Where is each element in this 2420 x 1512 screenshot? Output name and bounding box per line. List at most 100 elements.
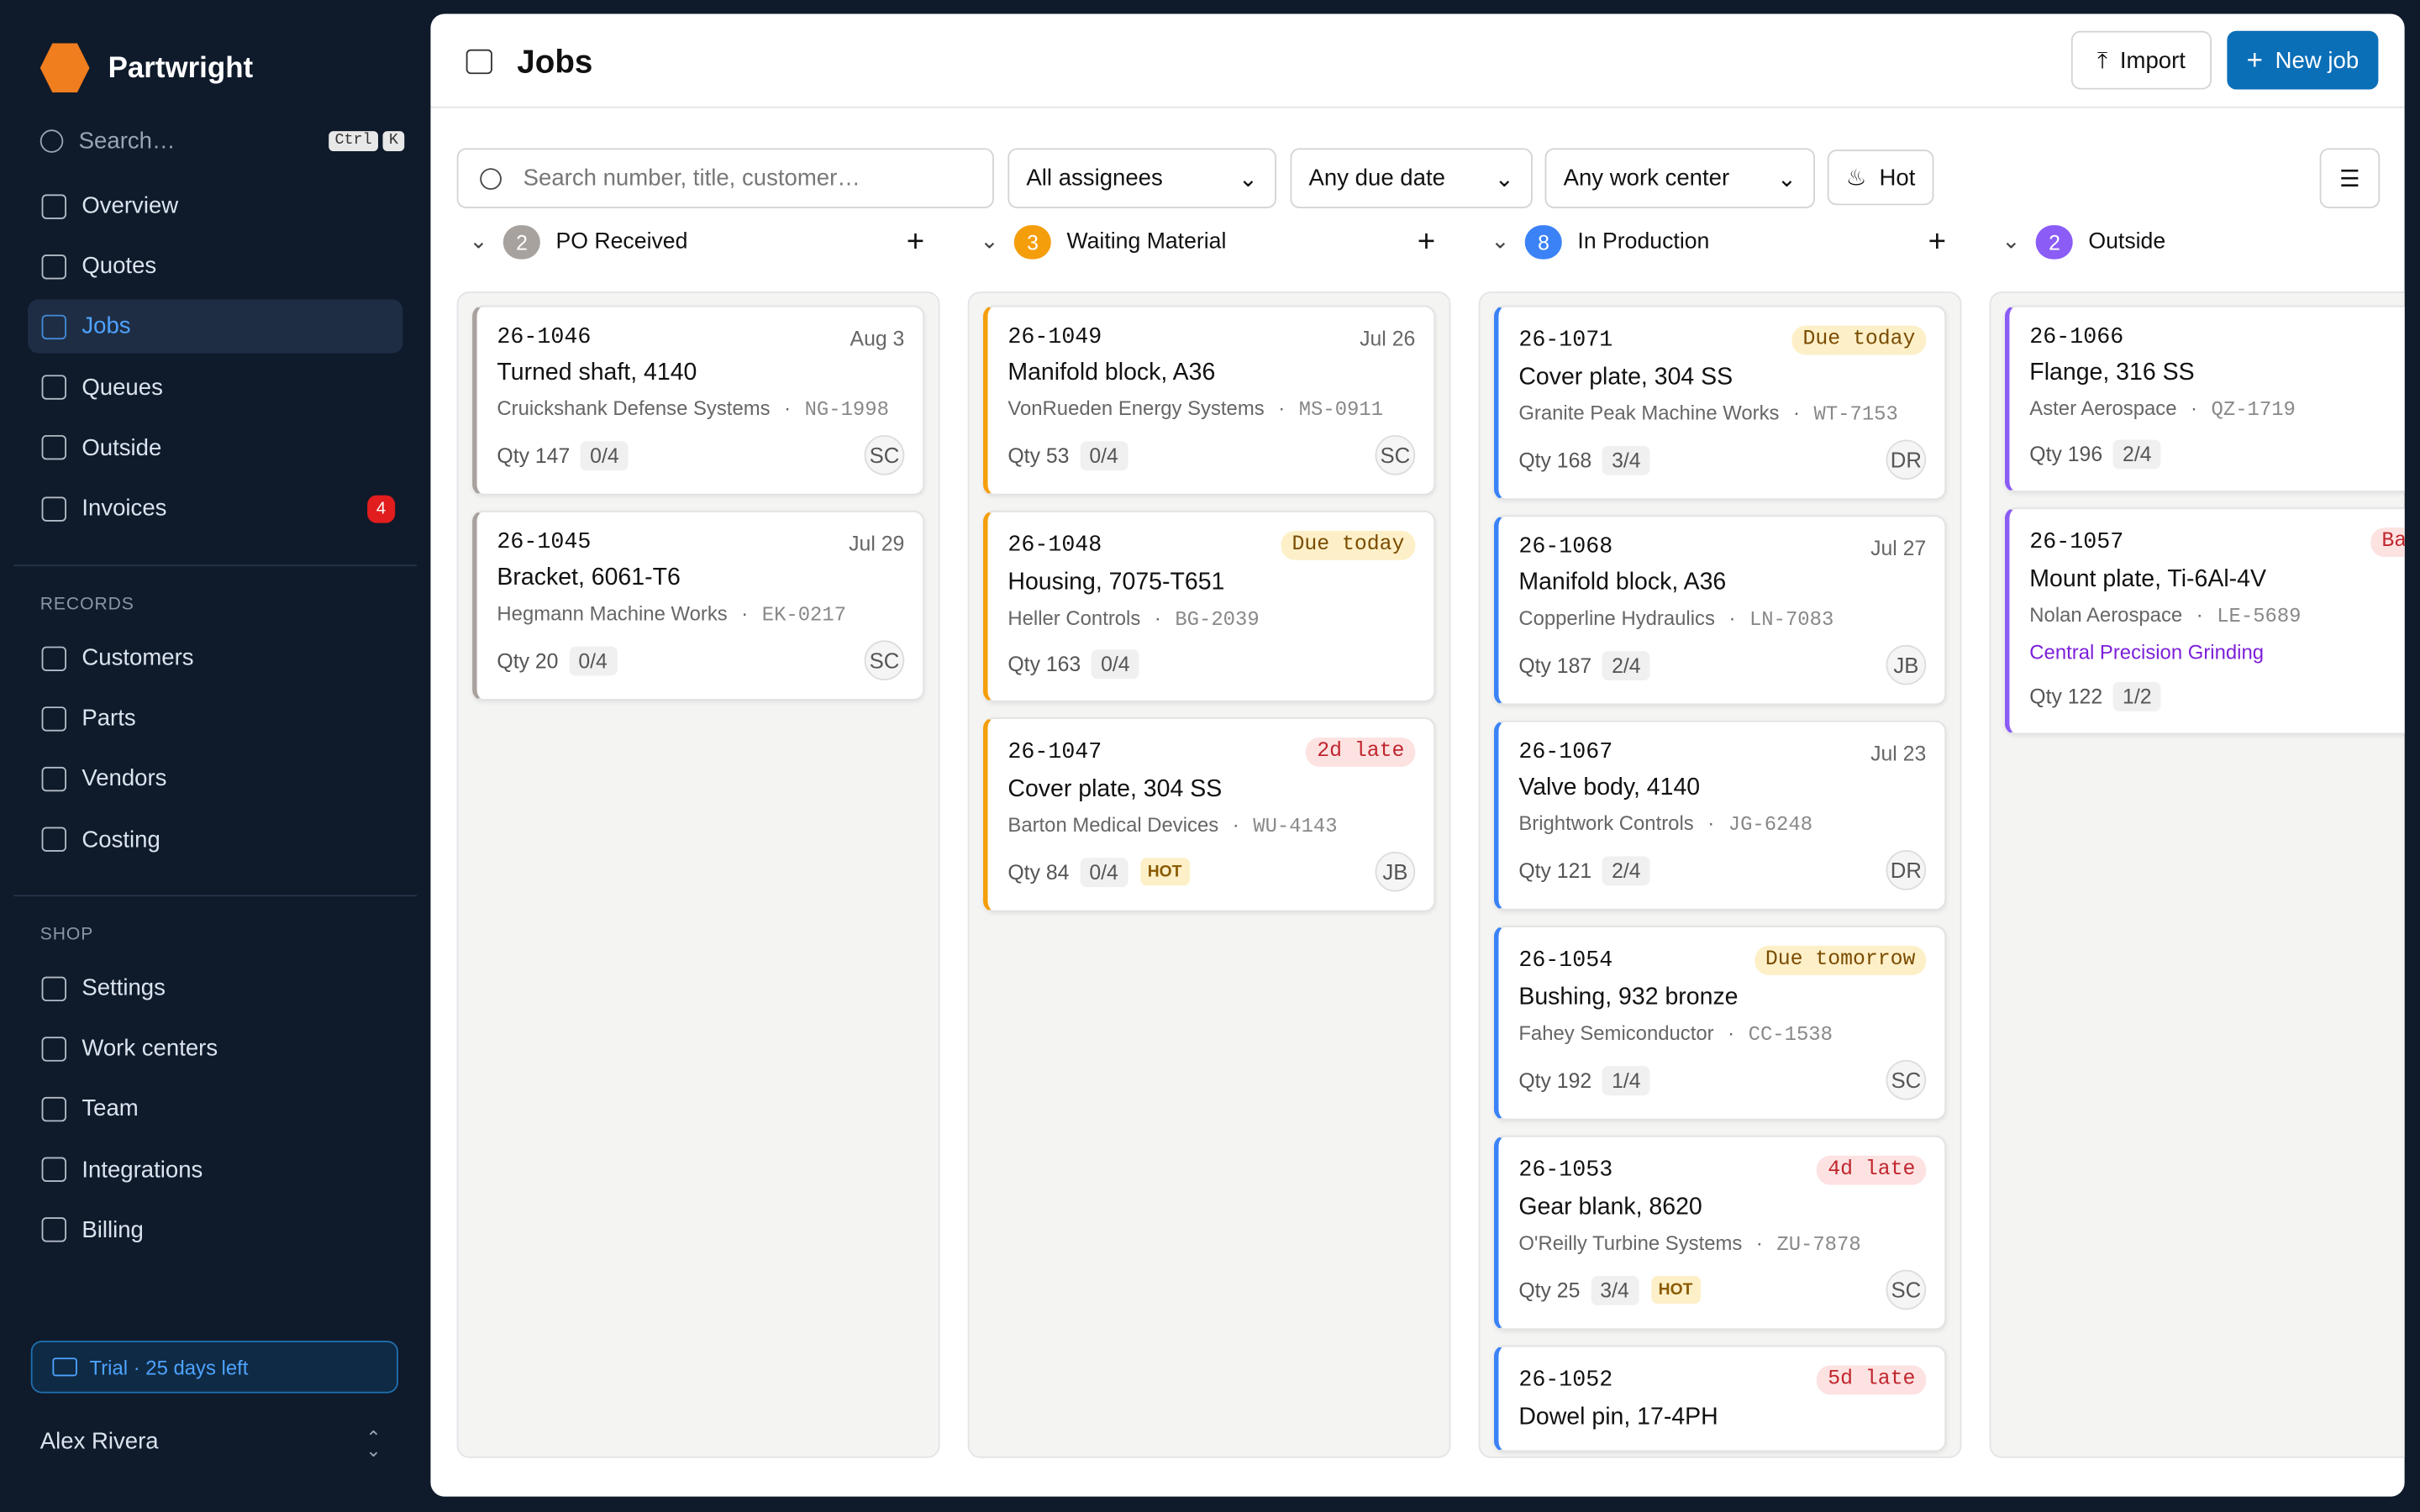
part-number: ZU-7878 [1776, 1232, 1861, 1257]
progress: 0/4 [569, 645, 617, 675]
card-stats: Qty 84 0/4 HOT [1007, 857, 1190, 887]
add-card[interactable]: + [1417, 224, 1436, 259]
job-card[interactable]: 26-1046 Aug 3 Turned shaft, 4140 Cruickshan… [472, 305, 925, 496]
card-bottom: Qty 121 2/4 DR [1518, 850, 1927, 890]
nav-item[interactable]: Billing [28, 1203, 402, 1257]
column: 26-1066 Flange, 316 SS Aster Aerospace · QZ-… [1989, 291, 2405, 1458]
card-stats: Qty 187 2/4 [1518, 650, 1650, 680]
due-badge: Due today [1791, 325, 1927, 355]
nav-item[interactable]: Parts [28, 691, 402, 745]
job-card[interactable]: 26-1049 Jul 26 Manifold block, A36 VonRuede… [983, 305, 1436, 496]
hot-filter[interactable]: ♨ Hot [1827, 150, 1934, 206]
card-bottom: Qty 196 2/4 [2029, 435, 2404, 472]
card-stats: Qty 192 1/4 [1518, 1065, 1650, 1095]
job-number: 26-1048 [1007, 533, 1102, 558]
job-card[interactable]: 26-1053 4d late Gear blank, 8620 O'Reilly T… [1493, 1135, 1947, 1331]
kbd: K [382, 130, 405, 151]
job-card[interactable]: 26-1045 Jul 29 Bracket, 6061-T6 Hegmann Mac… [472, 510, 925, 701]
nav-label: Overview [82, 192, 179, 219]
nav-icon [41, 435, 66, 460]
job-number: 26-1045 [497, 530, 592, 556]
job-title: Turned shaft, 4140 [497, 359, 697, 386]
nav-item[interactable]: Vendors [28, 752, 402, 806]
job-card[interactable]: 26-1066 Flange, 316 SS Aster Aerospace · QZ-… [2004, 305, 2405, 492]
due-filter[interactable]: Any due date ⌄ [1290, 148, 1533, 208]
section-title: SHOP [39, 926, 94, 945]
due-date: Jul 29 [849, 531, 905, 555]
assignee-filter[interactable]: All assignees ⌄ [1007, 148, 1276, 208]
import-label: Import [2119, 47, 2186, 74]
nav-item[interactable]: Costing [28, 812, 402, 866]
view-toggle[interactable]: ☰ [2319, 148, 2381, 208]
nav-label: Customers [82, 644, 194, 671]
nav-label: Costing [82, 826, 160, 853]
progress: 0/4 [581, 440, 629, 470]
job-card[interactable]: 26-1068 Jul 27 Manifold block, A36 Copperli… [1493, 515, 1947, 706]
collapse: ⌄ [2002, 229, 2021, 255]
page-title: Jobs [517, 45, 593, 81]
card-top: 26-1066 [2029, 326, 2404, 350]
column-count: 2 [503, 225, 541, 260]
job-card[interactable]: 26-1048 Due today Housing, 7075-T651 Heller… [983, 510, 1436, 702]
job-card[interactable]: 26-1054 Due tomorrow Bushing, 932 bronze Fa… [1493, 926, 1947, 1121]
job-title: Cover plate, 304 SS [1518, 364, 1733, 391]
nav-label: Quotes [82, 253, 157, 280]
new-job-label: New job [2275, 47, 2360, 74]
user-name[interactable]: Alex Rivera [39, 1428, 159, 1456]
import-button[interactable]: ⤒ Import [2070, 30, 2212, 90]
progress: 2/4 [2113, 438, 2161, 469]
job-card[interactable]: 26-1071 Due today Cover plate, 304 SS Grani… [1493, 305, 1947, 501]
main: Jobs ⤒ Import + New job Search number, tit… [430, 13, 2405, 1497]
customer: Heller Controls [1007, 606, 1141, 630]
section-title: RECORDS [39, 595, 134, 615]
sidebar-search[interactable]: Search… Ctrl K [39, 123, 405, 157]
nav-label: Parts [82, 705, 136, 732]
due-date: Jul 27 [1870, 536, 1927, 559]
assignee: DR [1886, 850, 1927, 890]
progress: 2/4 [1602, 650, 1650, 680]
sidebar-toggle[interactable] [466, 49, 492, 75]
job-card[interactable]: 26-1057 Back Jul Mount plate, Ti-6Al-4V Nol… [2004, 507, 2405, 735]
card-top: 26-1054 Due tomorrow [1518, 945, 1927, 975]
card-meta: Brightwork Controls · JG-6248 [1518, 811, 1926, 836]
nav-item[interactable]: Customers [28, 631, 402, 685]
progress: 1/4 [1602, 1065, 1650, 1095]
trial-banner[interactable]: Trial · 25 days left [30, 1341, 398, 1394]
part-number: WT-7153 [1813, 402, 1898, 426]
card-meta: O'Reilly Turbine Systems · ZU-7878 [1518, 1231, 1926, 1256]
nav-item[interactable]: Invoices 4 [28, 481, 402, 535]
assignee: SC [864, 640, 905, 681]
add-card[interactable]: + [1928, 224, 1947, 259]
nav-item[interactable]: Outside [28, 421, 402, 475]
nav-item[interactable]: Quotes [28, 239, 402, 293]
column-name: In Production [1577, 229, 1710, 255]
filter-label: Hot [1879, 164, 1916, 191]
nav-item[interactable]: Work centers [28, 1021, 402, 1075]
nav-item[interactable]: Team [28, 1082, 402, 1136]
job-search[interactable]: Search number, title, customer… [456, 148, 994, 208]
job-card[interactable]: 26-1047 2d late Cover plate, 304 SS Barton … [983, 717, 1436, 912]
nav-item[interactable]: Jobs [28, 300, 403, 354]
add-card[interactable]: + [906, 224, 925, 259]
quantity: Qty 84 [1007, 859, 1070, 884]
nav-icon [41, 1096, 66, 1122]
nav-item[interactable]: Queues [28, 360, 402, 414]
nav-item[interactable]: Settings [28, 961, 402, 1015]
progress: 0/4 [1080, 440, 1128, 470]
column-count: 2 [2035, 225, 2074, 260]
column-name: Waiting Material [1066, 229, 1227, 255]
nav-icon [41, 827, 66, 853]
new-job-button[interactable]: + New job [2227, 30, 2379, 90]
job-card[interactable]: 26-1052 5d late Dowel pin, 17-4PH [1493, 1345, 1947, 1452]
sep: · [784, 396, 792, 420]
card-meta: Copperline Hydraulics · LN-7083 [1518, 606, 1926, 631]
nav-item[interactable]: Overview [28, 179, 402, 233]
due-badge: Back Jul [2370, 528, 2405, 558]
part-number: LN-7083 [1749, 607, 1834, 632]
center-filter[interactable]: Any work center ⌄ [1544, 148, 1816, 208]
hot-tag: HOT [1650, 1275, 1701, 1305]
job-card[interactable]: 26-1067 Jul 23 Valve body, 4140 Brightwork … [1493, 720, 1947, 911]
job-number: 26-1071 [1518, 328, 1613, 353]
nav-item[interactable]: Integrations [28, 1142, 402, 1196]
card-top: 26-1071 Due today [1518, 325, 1927, 355]
